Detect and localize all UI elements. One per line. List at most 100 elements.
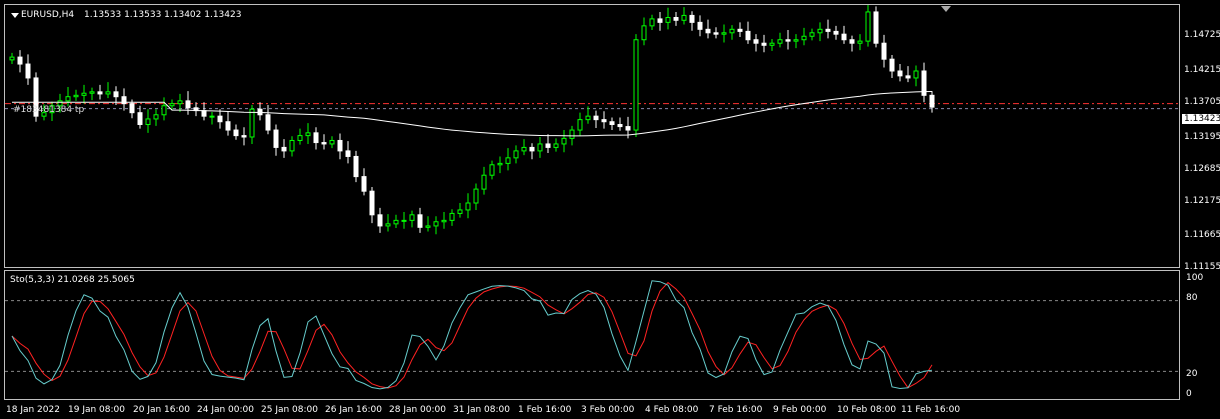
candle-body — [209, 115, 215, 118]
candle-body — [761, 42, 767, 46]
candle-body — [321, 142, 327, 145]
candle-body — [673, 17, 679, 21]
stoch-main-line — [11, 280, 933, 390]
candle-body — [585, 115, 591, 121]
candle-body — [225, 121, 231, 131]
candle-body — [313, 132, 319, 144]
candle-body — [161, 105, 167, 116]
candle-body — [625, 126, 631, 131]
candle-body — [401, 219, 407, 222]
time-label: 10 Feb 08:00 — [837, 405, 897, 415]
candle-body — [721, 32, 727, 35]
price-axis: 1.14725 1.14215 1.13705 1.13423 1.13195 … — [1180, 4, 1220, 272]
candle-body — [273, 129, 279, 148]
candle-body — [857, 40, 863, 44]
candles — [9, 5, 935, 235]
candle-body — [177, 100, 183, 105]
candle-body — [81, 92, 87, 96]
stoch-tick: 0 — [1186, 389, 1192, 399]
candle-body — [913, 70, 919, 79]
candle-body — [137, 112, 143, 125]
candle-body — [449, 212, 455, 221]
candle-body — [481, 174, 487, 190]
candle-body — [145, 118, 151, 125]
candle-body — [433, 221, 439, 227]
time-axis: 18 Jan 2022 19 Jan 08:00 20 Jan 16:00 24… — [0, 402, 1180, 419]
candle-body — [601, 119, 607, 123]
candle-body — [121, 96, 127, 105]
time-label: 1 Feb 16:00 — [518, 405, 572, 415]
candle-body — [825, 28, 831, 32]
stoch-signal-line — [11, 281, 933, 389]
candle-body — [113, 91, 119, 98]
candle-body — [529, 146, 535, 152]
candle-body — [473, 188, 479, 204]
candle-body — [633, 39, 639, 131]
candle-body — [897, 70, 903, 77]
candle-body — [697, 21, 703, 30]
time-label: 25 Jan 08:00 — [261, 405, 318, 415]
candle-body — [249, 108, 255, 138]
price-plot[interactable] — [5, 5, 1181, 269]
candle-body — [41, 112, 47, 117]
candle-body — [97, 91, 103, 95]
chart-shift-marker-icon[interactable] — [941, 6, 951, 12]
time-label: 9 Feb 00:00 — [773, 405, 827, 415]
chart-menu-caret-icon[interactable] — [11, 13, 19, 18]
stoch-tick: 20 — [1186, 369, 1198, 379]
candle-body — [345, 150, 351, 157]
time-label: 4 Feb 08:00 — [645, 405, 699, 415]
candle-body — [153, 114, 159, 120]
price-chart-panel[interactable]: EURUSD,H4 1.13533 1.13533 1.13402 1.1342… — [4, 4, 1181, 269]
candle-body — [497, 162, 503, 166]
candle-body — [785, 39, 791, 42]
candle-body — [361, 176, 367, 192]
candle-body — [25, 63, 31, 79]
price-tick: 1.13195 — [1184, 132, 1220, 142]
price-tick: 1.12685 — [1184, 164, 1220, 174]
candle-body — [561, 137, 567, 145]
time-label: 18 Jan 2022 — [6, 405, 60, 415]
candle-body — [649, 18, 655, 27]
candle-body — [17, 56, 23, 65]
candle-body — [577, 119, 583, 131]
candle-body — [417, 214, 423, 228]
time-label: 31 Jan 08:00 — [453, 405, 510, 415]
candle-body — [569, 129, 575, 139]
candle-body — [233, 129, 239, 137]
candle-body — [73, 94, 79, 98]
candle-body — [329, 139, 335, 145]
stochastic-plot[interactable] — [5, 271, 1181, 401]
candle-body — [753, 39, 759, 44]
candle-body — [217, 115, 223, 123]
candle-body — [537, 143, 543, 152]
candle-body — [593, 115, 599, 121]
price-tick: 1.11155 — [1184, 262, 1220, 272]
candle-body — [833, 30, 839, 35]
candle-body — [169, 103, 175, 107]
stochastic-axis: 100 80 20 0 — [1180, 270, 1220, 400]
candle-body — [65, 96, 71, 102]
candle-body — [665, 17, 671, 23]
candle-body — [265, 114, 271, 131]
candle-body — [425, 225, 431, 228]
candle-body — [729, 28, 735, 34]
candle-body — [777, 39, 783, 44]
current-price-tag: 1.13423 — [1182, 114, 1220, 124]
candle-body — [441, 219, 447, 223]
candle-body — [641, 25, 647, 41]
stoch-tick: 100 — [1186, 273, 1204, 283]
candle-body — [185, 100, 191, 109]
stochastic-panel[interactable]: Sto(5,3,3) 21.0268 25.5065 — [4, 270, 1181, 401]
candle-body — [505, 157, 511, 164]
candle-body — [905, 75, 911, 79]
stochastic-label: Sto(5,3,3) 21.0268 25.5065 — [10, 275, 135, 285]
candle-body — [385, 223, 391, 227]
candle-body — [33, 77, 39, 117]
candle-body — [353, 155, 359, 178]
candle-body — [545, 143, 551, 148]
candle-body — [489, 164, 495, 176]
price-tick: 1.12175 — [1184, 196, 1220, 206]
price-tick: 1.14215 — [1184, 65, 1220, 75]
time-label: 11 Feb 16:00 — [901, 405, 961, 415]
